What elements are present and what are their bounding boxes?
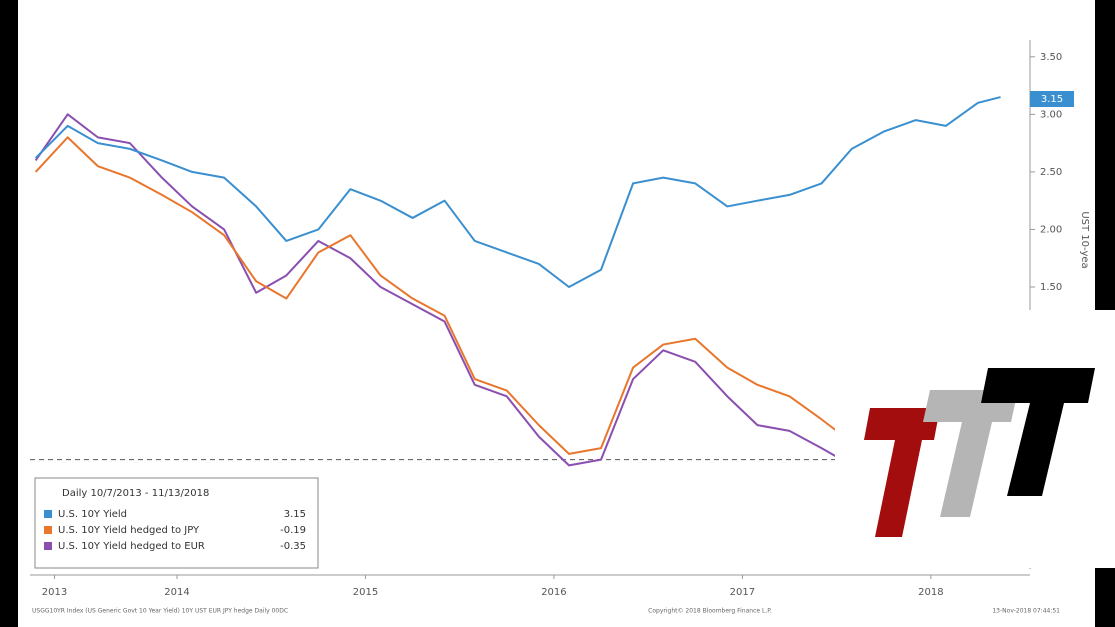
y-tick-label: 3.00 [1040,109,1062,120]
legend-label: U.S. 10Y Yield [58,509,127,520]
axis-value-label: 3.15 [1041,94,1063,105]
series-line [34,96,1001,288]
logo-red-t [864,408,940,440]
y-axis-title: UST 10-yea [1079,211,1090,268]
footer-left: USGG10YR Index (US Generic Govt 10 Year … [32,608,288,615]
legend-label: U.S. 10Y Yield hedged to JPY [58,525,200,536]
x-tick-label: 2015 [353,587,378,598]
legend-value: -0.35 [280,541,306,552]
x-tick-label: 2018 [918,587,943,598]
y-tick-label: 3.50 [1040,52,1062,63]
legend-items: U.S. 10Y Yield 3.15 U.S. 10Y Yield hedged … [44,509,306,552]
logo-black-t [1007,403,1064,496]
x-tick-label: 2013 [42,587,67,598]
logo-gray-t [940,422,992,517]
legend-swatch [44,510,52,518]
legend-title: Daily 10/7/2013 - 11/13/2018 [62,488,209,499]
legend-value: -0.19 [280,525,306,536]
legend [34,477,319,569]
legend-swatch [44,542,52,550]
axis-value-box [1030,91,1074,107]
y-tick-label: 1.50 [1040,282,1062,293]
footer-center: Copyright© 2018 Bloomberg Finance L.P. [648,608,772,615]
legend-label: U.S. 10Y Yield hedged to EUR [58,541,205,552]
footer-right: 13-Nov-2018 07:44:51 [992,608,1060,615]
x-tick-label: 2017 [730,587,755,598]
logo-black-t [981,368,1095,403]
legend-value: 3.15 [284,509,306,520]
logo-red-t [875,440,922,537]
x-tick-label: 2016 [541,587,566,598]
x-tick-label: 2014 [164,587,189,598]
y-tick-label: 2.00 [1040,224,1062,235]
legend-swatch [44,526,52,534]
y-tick-label: 2.50 [1040,167,1062,178]
logo [835,310,1115,568]
